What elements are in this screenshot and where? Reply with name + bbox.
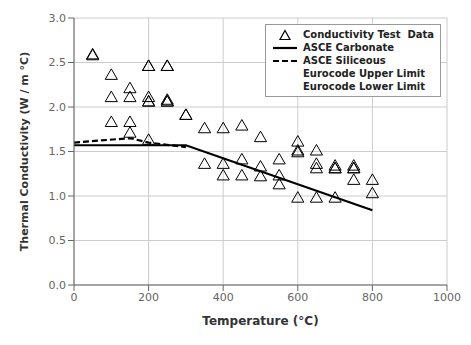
svg-text:0.5: 0.5 (49, 234, 67, 247)
svg-text:400: 400 (213, 291, 234, 304)
svg-text:200: 200 (138, 291, 159, 304)
svg-text:Temperature (°C): Temperature (°C) (202, 314, 318, 328)
svg-text:1000: 1000 (433, 291, 461, 304)
html-text:ASCE Siliceous: ASCE Siliceous (303, 55, 386, 66)
svg-text:1.5: 1.5 (49, 145, 67, 158)
svg-text:800: 800 (362, 291, 383, 304)
svg-text:Thermal Conductivity (W / m °C: Thermal Conductivity (W / m °C) (18, 52, 31, 251)
svg-text:0: 0 (71, 291, 78, 304)
html-text:Eurocode Lower Limit: Eurocode Lower Limit (303, 81, 426, 92)
svg-text:2.0: 2.0 (49, 101, 67, 114)
svg-text:3.0: 3.0 (49, 12, 67, 25)
svg-text:2.5: 2.5 (49, 56, 67, 69)
svg-text:600: 600 (287, 291, 308, 304)
html-text:Eurocode Upper Limit: Eurocode Upper Limit (303, 68, 425, 79)
html-text:Conductivity Test Data: Conductivity Test Data (303, 29, 434, 40)
svg-text:1.0: 1.0 (49, 190, 67, 203)
html-text:ASCE Carbonate: ASCE Carbonate (303, 42, 395, 53)
svg-text:0.0: 0.0 (49, 279, 67, 292)
